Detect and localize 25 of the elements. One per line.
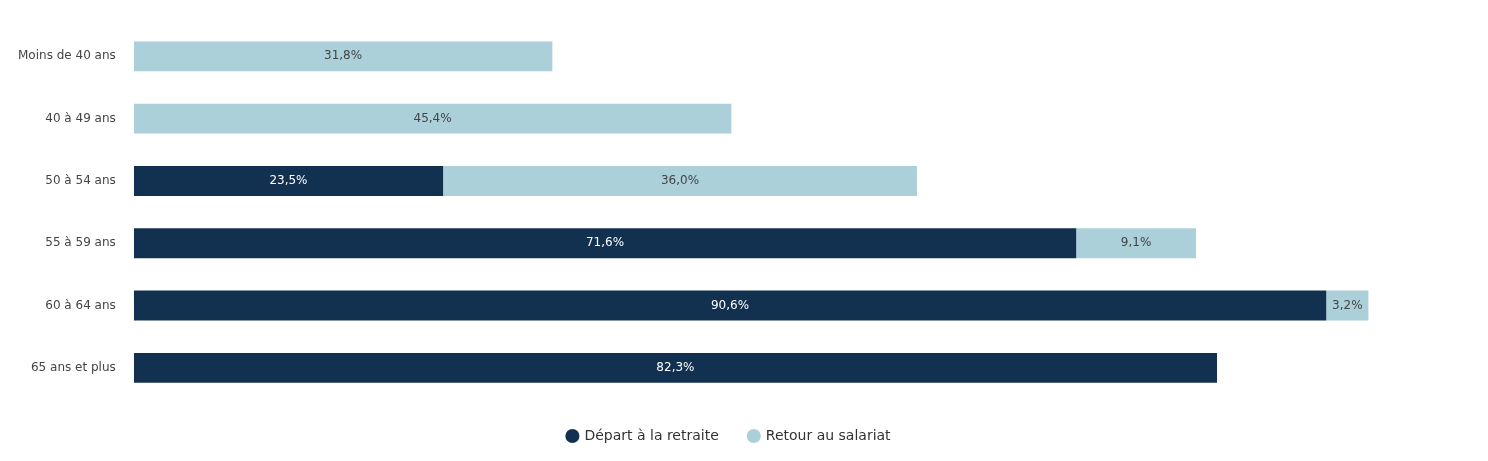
bar bbox=[133, 103, 732, 134]
legend-label: Retour au salariat bbox=[765, 426, 892, 443]
data-label: 71,6% bbox=[585, 235, 625, 250]
bar bbox=[133, 41, 553, 72]
data-label: 9,1% bbox=[1120, 235, 1152, 250]
data-label: 90,6% bbox=[710, 297, 750, 312]
bar bbox=[443, 166, 917, 196]
bar bbox=[133, 352, 1218, 383]
bar bbox=[133, 290, 1327, 321]
data-label: 36,0% bbox=[660, 173, 700, 188]
data-label: 45,4% bbox=[413, 110, 452, 125]
data-label: 82,3% bbox=[656, 359, 695, 374]
data-label: 23,5% bbox=[269, 173, 308, 188]
data-label: 31,8% bbox=[324, 48, 363, 63]
y-tick-label: 60 à 64 ans bbox=[45, 297, 116, 312]
y-tick-label: 40 à 49 ans bbox=[45, 110, 116, 125]
y-tick-label: Moins de 40 ans bbox=[18, 48, 116, 63]
bar bbox=[133, 166, 444, 196]
bar bbox=[1076, 228, 1196, 259]
legend-label: Départ à la retraite bbox=[584, 426, 719, 443]
bar bbox=[133, 228, 1077, 259]
y-tick-label: 65 ans et plus bbox=[30, 359, 116, 374]
data-label: 3,2% bbox=[1332, 297, 1363, 312]
y-tick-label: 55 à 59 ans bbox=[45, 235, 116, 250]
y-tick-label: 50 à 54 ans bbox=[45, 173, 116, 188]
